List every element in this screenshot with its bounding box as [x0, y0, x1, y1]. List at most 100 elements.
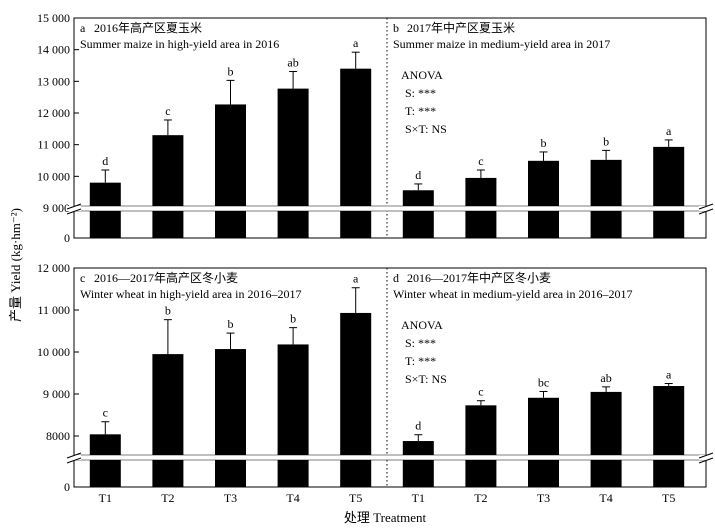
significance-letter: d [415, 419, 421, 433]
bar [277, 344, 309, 487]
y-tick-label: 9 000 [43, 387, 70, 401]
panel-subtitle: Summer maize in medium-yield area in 201… [393, 37, 610, 51]
bar [528, 397, 559, 487]
panel-title: 2016—2017年高产区冬小麦 [94, 270, 238, 285]
x-tick-label: T2 [161, 491, 174, 505]
significance-letter: ab [287, 56, 298, 70]
x-tick-label: T3 [224, 491, 237, 505]
x-tick-label: T2 [474, 491, 487, 505]
significance-letter: b [290, 312, 296, 326]
significance-letter: c [103, 406, 108, 420]
bar [590, 159, 622, 238]
anova-line: S×T: NS [405, 122, 447, 136]
bar [402, 190, 434, 238]
axis-break-mark [698, 203, 714, 210]
panel-letter: a [80, 21, 86, 35]
panel-letter: d [393, 271, 399, 285]
panel-frame [73, 17, 707, 239]
significance-letter: a [666, 368, 672, 382]
panel-subtitle: Winter wheat in high-yield area in 2016–… [80, 287, 301, 301]
x-tick-label: T1 [99, 491, 112, 505]
y-tick-label: 8000 [46, 429, 70, 443]
significance-letter: ab [600, 371, 611, 385]
y-tick-label: 15 000 [37, 11, 70, 25]
panel-subtitle: Winter wheat in medium-yield area in 201… [393, 287, 632, 301]
plot-area: 9 000 10 000 11 000 12 000 13 000 14 000 15 00… [37, 11, 714, 505]
bar [465, 405, 497, 487]
axis-break-mark [66, 203, 82, 210]
significance-letter: b [228, 317, 234, 331]
significance-letter: a [353, 272, 359, 286]
bar [653, 386, 685, 487]
y-tick-label: 0 [64, 480, 70, 494]
axis-break-mark [698, 457, 714, 464]
panel-title: 2016—2017年中产区冬小麦 [407, 270, 551, 285]
significance-letter: b [228, 64, 234, 78]
y-tick-label: 10 000 [37, 345, 70, 359]
anova-line: T: *** [405, 354, 436, 368]
panel-letter: c [80, 271, 85, 285]
axis-break-mark [698, 452, 714, 459]
significance-letter: c [478, 385, 483, 399]
y-tick-label: 10 000 [37, 169, 70, 183]
bar [152, 135, 184, 238]
significance-letter: d [102, 154, 108, 168]
anova-line: S×T: NS [405, 372, 447, 386]
bar [277, 88, 309, 238]
significance-letter: c [478, 154, 483, 168]
axis-break-mark [66, 457, 82, 464]
axis-break-mark [698, 208, 714, 215]
y-tick-label: 11 000 [37, 303, 70, 317]
bar [653, 146, 685, 238]
y-axis-label: 产量 Yield (kg·hm⁻²) [8, 208, 23, 322]
y-tick-label: 14 000 [37, 43, 70, 57]
bar [152, 354, 184, 487]
bar [590, 391, 622, 487]
x-tick-label: T4 [286, 491, 299, 505]
significance-letter: a [666, 124, 672, 138]
axis-break-gap [75, 455, 705, 460]
x-axis-label: 处理 Treatment [344, 510, 427, 525]
significance-letter: bc [538, 375, 549, 389]
bar [215, 349, 246, 487]
panel-frame [73, 267, 707, 488]
significance-letter: b [165, 304, 171, 318]
bar [528, 160, 559, 238]
bar [340, 312, 372, 487]
panel-title: 2016年高产区夏玉米 [94, 20, 202, 35]
y-tick-label: 11 000 [37, 138, 70, 152]
significance-letter: d [415, 168, 421, 182]
axis-break-mark [66, 208, 82, 215]
anova-title: ANOVA [401, 318, 443, 332]
panel-letter: b [393, 21, 399, 35]
significance-letter: a [353, 36, 359, 50]
y-tick-label: 0 [64, 231, 70, 245]
axis-break-mask [67, 455, 81, 460]
y-tick-label: 12 000 [37, 261, 70, 275]
significance-letter: b [603, 134, 609, 148]
panel-subtitle: Summer maize in high-yield area in 2016 [80, 37, 279, 51]
significance-letter: b [541, 136, 547, 150]
x-tick-label: T1 [412, 491, 425, 505]
axis-break-mask [699, 455, 713, 460]
axis-break-mark [66, 452, 82, 459]
axis-break-gap [75, 206, 705, 211]
anova-line: T: *** [405, 104, 436, 118]
bar [89, 434, 121, 487]
x-tick-label: T3 [537, 491, 550, 505]
y-tick-label: 13 000 [37, 74, 70, 88]
bar [340, 68, 372, 239]
axis-break-mask [67, 206, 81, 211]
x-tick-label: T4 [599, 491, 612, 505]
significance-letter: c [165, 104, 170, 118]
axis-break-mask [699, 206, 713, 211]
anova-title: ANOVA [401, 68, 443, 82]
x-tick-label: T5 [349, 491, 362, 505]
bar [402, 441, 434, 487]
bar [215, 104, 246, 238]
y-tick-label: 12 000 [37, 106, 70, 120]
anova-line: S: *** [405, 336, 436, 350]
y-tick-label: 9 000 [43, 201, 70, 215]
x-tick-label: T5 [662, 491, 675, 505]
